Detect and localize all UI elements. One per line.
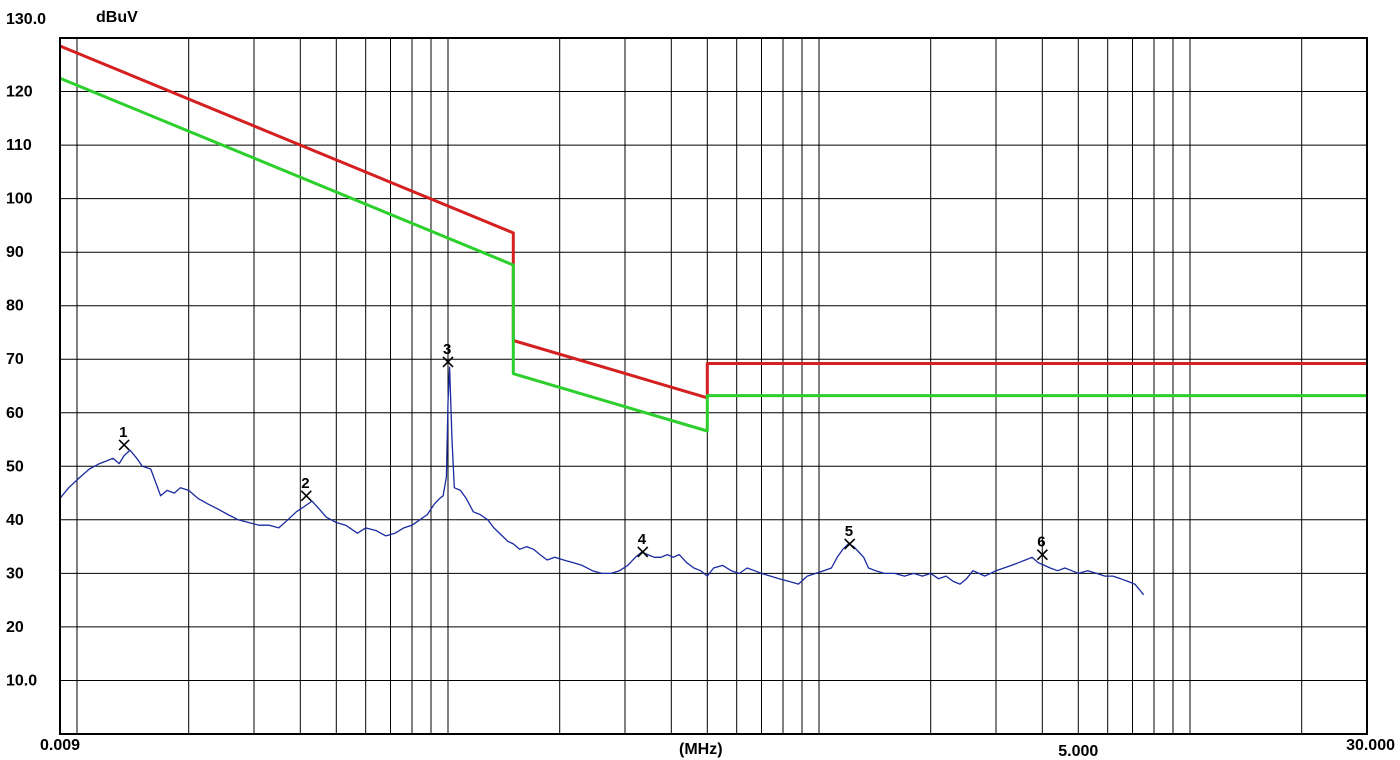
marker-2-cross	[300, 490, 312, 502]
series-group	[59, 44, 1367, 596]
series-line-3	[59, 366, 1145, 596]
y-tick-label: 40	[6, 512, 24, 529]
marker-4-label: 4	[638, 531, 647, 548]
y-tick-label: 30	[6, 565, 24, 582]
marker-1-cross	[118, 439, 130, 451]
y-tick-label: 20	[6, 619, 24, 636]
y-tick-label: 120	[6, 84, 33, 101]
y-unit-label: dBuV	[96, 9, 138, 26]
plot-frame	[59, 37, 1368, 735]
markers-group: 1 2 3 4 5 6	[118, 341, 1048, 561]
series-line-2	[59, 76, 1367, 433]
y-tick-labels: 130.0 120 110 100 90 80 70 60 50 40 30 20 10.0	[6, 11, 46, 690]
y-tick-label: 100	[6, 191, 33, 208]
marker-2-label: 2	[301, 475, 309, 492]
y-tick-label: 50	[6, 458, 24, 475]
y-tick-label: 110	[6, 137, 32, 154]
marker-4-cross	[637, 546, 649, 558]
x-tick-label: 5.000	[1058, 743, 1098, 760]
y-tick-label: 10.0	[6, 673, 37, 690]
marker-6-cross	[1036, 549, 1048, 561]
x-tick-label: 0.009	[40, 737, 80, 754]
marker-1-label: 1	[119, 424, 127, 441]
horizontal-gridlines	[60, 91, 1367, 681]
marker-5-cross	[844, 538, 856, 550]
y-tick-label: 70	[6, 351, 24, 368]
marker-3-label: 3	[443, 341, 451, 358]
y-tick-label: 130.0	[6, 11, 46, 28]
x-unit-label: (MHz)	[679, 741, 723, 758]
marker-3-cross	[442, 356, 454, 368]
x-tick-labels: 0.009 5.000 30.000	[40, 737, 1395, 760]
y-tick-label: 80	[6, 298, 24, 315]
y-tick-label: 60	[6, 405, 24, 422]
x-tick-label: 30.000	[1346, 737, 1395, 754]
plot-background	[60, 38, 1367, 734]
marker-6-label: 6	[1037, 534, 1045, 551]
y-tick-label: 90	[6, 244, 24, 261]
marker-5-label: 5	[845, 523, 853, 540]
